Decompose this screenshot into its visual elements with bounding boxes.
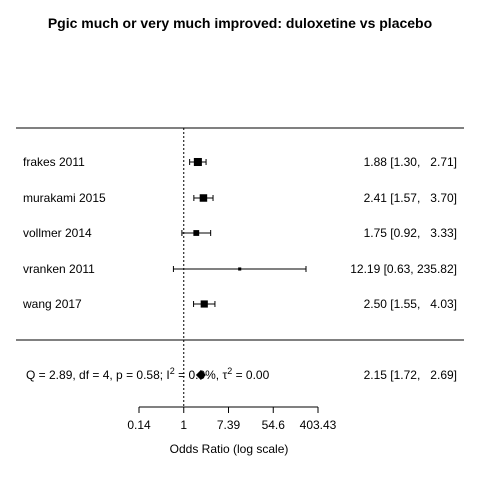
study-row: vranken 2011 12.19 [0.63, 235.82] [23,262,457,276]
study-label: vranken 2011 [23,262,95,276]
heterogeneity-stats: Q = 2.89, df = 4, p = 0.58; I2 = 0.0%, τ… [26,366,270,382]
point-estimate [193,157,202,167]
effect-ci-text: 2.41 [1.57, 3.70] [364,191,457,205]
point-estimate [199,194,208,202]
summary-diamond [195,370,206,380]
effect-ci-text: 2.50 [1.55, 4.03] [364,297,457,311]
study-label: vollmer 2014 [23,226,92,240]
study-label: wang 2017 [22,297,82,311]
x-axis-label: Odds Ratio (log scale) [170,442,289,456]
effect-ci-text: 12.19 [0.63, 235.82] [350,262,457,276]
point-estimate [200,300,208,308]
study-label: murakami 2015 [23,191,106,205]
x-tick-label: 1 [180,418,187,432]
point-estimate [193,230,200,236]
chart-title: Pgic much or very much improved: duloxet… [48,15,432,31]
x-tick-label: 54.6 [262,418,286,432]
effect-ci-text: 1.75 [0.92, 3.33] [364,226,457,240]
summary-ci-text: 2.15 [1.72, 2.69] [364,368,457,382]
study-label: frakes 2011 [23,155,85,169]
study-row: murakami 2015 2.41 [1.57, 3.70] [23,191,457,205]
x-tick-label: 0.14 [127,418,151,432]
x-tick-label: 403.43 [300,418,337,432]
study-row: frakes 2011 1.88 [1.30, 2.71] [23,155,457,169]
x-tick-label: 7.39 [217,418,241,432]
point-estimate [238,267,242,271]
study-row: wang 2017 2.50 [1.55, 4.03] [22,297,457,311]
study-row: vollmer 2014 1.75 [0.92, 3.33] [23,226,457,240]
effect-ci-text: 1.88 [1.30, 2.71] [364,155,457,169]
